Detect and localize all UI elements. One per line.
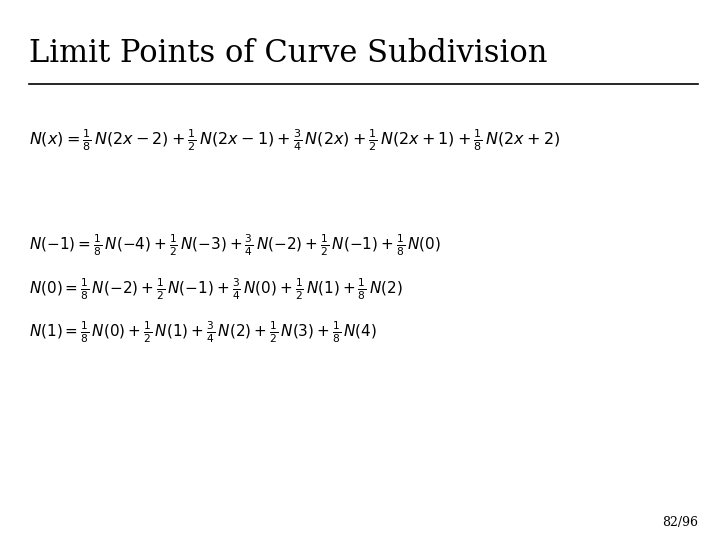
Text: 82/96: 82/96 (662, 516, 698, 529)
Text: $N(1) = \frac{1}{8}\,N(0) + \frac{1}{2}\,N(1) + \frac{3}{4}\,N(2) + \frac{1}{2}\: $N(1) = \frac{1}{8}\,N(0) + \frac{1}{2}\… (29, 319, 377, 345)
Text: $N(x) = \frac{1}{8}\,N(2x-2) + \frac{1}{2}\,N(2x-1) + \frac{3}{4}\,N(2x) + \frac: $N(x) = \frac{1}{8}\,N(2x-2) + \frac{1}{… (29, 127, 560, 153)
Text: $N(-1) = \frac{1}{8}\,N(-4) + \frac{1}{2}\,N(-3) + \frac{3}{4}\,N(-2) + \frac{1}: $N(-1) = \frac{1}{8}\,N(-4) + \frac{1}{2… (29, 233, 441, 259)
Text: $N(0) = \frac{1}{8}\,N(-2) + \frac{1}{2}\,N(-1) + \frac{3}{4}\,N(0) + \frac{1}{2: $N(0) = \frac{1}{8}\,N(-2) + \frac{1}{2}… (29, 276, 402, 302)
Text: Limit Points of Curve Subdivision: Limit Points of Curve Subdivision (29, 38, 547, 69)
